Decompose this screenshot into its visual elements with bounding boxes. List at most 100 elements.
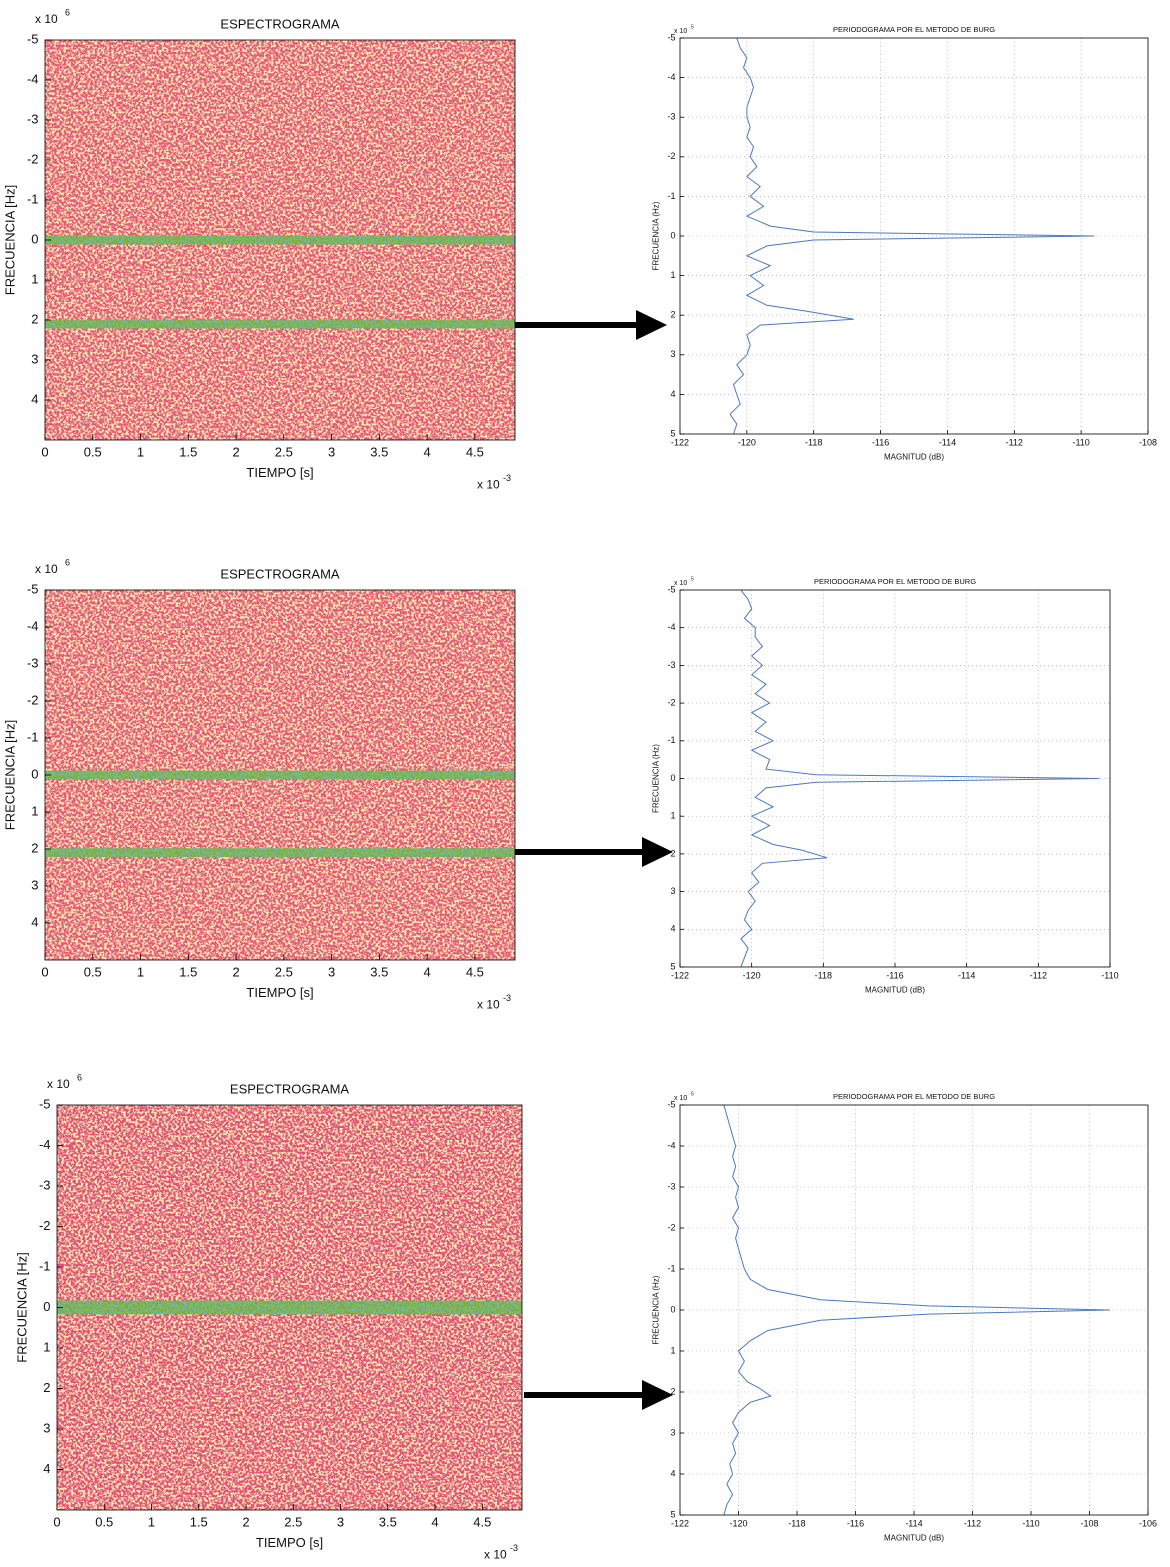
x-tick-label: 3.5: [370, 444, 388, 459]
x-tick-label: -122: [671, 970, 689, 980]
x-axis-label: MAGNITUD (dB): [884, 1534, 944, 1543]
y-tick-label: -1: [39, 1258, 51, 1273]
x-tick-label: -114: [958, 970, 975, 980]
x-tick-label: -110: [1101, 970, 1118, 980]
y-tick-label: -5: [39, 1096, 51, 1111]
chart-title: PERIODOGRAMA POR EL METODO DE BURG: [814, 577, 976, 586]
arrow: [524, 1380, 673, 1410]
x-tick-label: -110: [1022, 1518, 1039, 1528]
y-tick-label: 3: [31, 351, 38, 366]
x-tick-label: 0.5: [84, 964, 102, 979]
frequency-band-texture: [45, 770, 515, 780]
data-line: [740, 589, 1100, 968]
y-tick-label: -1: [27, 191, 39, 206]
y-tick-label: 1: [43, 1339, 50, 1354]
y-multiplier: x 10: [35, 12, 58, 26]
x-axis-label: MAGNITUD (dB): [884, 453, 944, 462]
y-tick-label: -5: [667, 32, 675, 42]
y-tick-label: 2: [670, 848, 675, 858]
y-tick-label: -3: [27, 655, 39, 670]
y-tick-label: 5: [670, 428, 675, 438]
x-tick-label: 4.5: [466, 964, 484, 979]
x-tick-label: -122: [671, 1518, 689, 1528]
arrow: [510, 837, 673, 867]
y-tick-label: -5: [667, 1099, 675, 1109]
x-tick-label: -116: [872, 437, 889, 447]
y-multiplier: x 10: [674, 580, 687, 587]
y-tick-label: -4: [667, 622, 675, 632]
frequency-band-texture: [57, 1300, 522, 1315]
y-tick-label: 0: [31, 231, 38, 246]
x-tick-label: 2: [242, 1514, 249, 1529]
y-tick-label: -1: [667, 1263, 675, 1273]
x-tick-label: -108: [1080, 1518, 1098, 1528]
y-tick-label: -1: [667, 191, 675, 201]
y-tick-label: 4: [670, 389, 675, 399]
x-multiplier: x 10: [484, 1548, 507, 1562]
y-tick-label: -4: [27, 71, 39, 86]
y-tick-label: 4: [670, 1468, 675, 1478]
y-tick-label: -4: [39, 1137, 51, 1152]
plot-frame: [44, 39, 516, 441]
y-tick-label: 1: [670, 1345, 675, 1355]
y-tick-label: 2: [31, 311, 38, 326]
frequency-band-texture: [45, 235, 515, 245]
y-multiplier: x 10: [674, 28, 687, 35]
x-tick-label: 1.5: [190, 1514, 208, 1529]
y-tick-label: -2: [39, 1218, 51, 1233]
x-tick-label: 1: [137, 964, 144, 979]
y-axis-label: FRECUENCIA (Hz): [652, 1275, 661, 1344]
y-tick-label: 1: [31, 271, 38, 286]
y-multiplier: x 10: [47, 1077, 70, 1091]
y-tick-label: -2: [667, 1222, 675, 1232]
y-tick-label: -3: [667, 1181, 675, 1191]
x-tick-label: 0.5: [95, 1514, 113, 1529]
x-tick-label: -120: [738, 437, 756, 447]
y-tick-label: -4: [667, 1140, 675, 1150]
x-tick-label: -118: [815, 970, 832, 980]
x-tick-label: 4.5: [473, 1514, 491, 1529]
y-tick-label: 5: [670, 1509, 675, 1519]
y-tick-label: 2: [670, 310, 675, 320]
x-tick-label: 4.5: [466, 444, 484, 459]
x-tick-label: 0: [53, 1514, 60, 1529]
x-tick-label: 3: [337, 1514, 344, 1529]
chart-title: PERIODOGRAMA POR EL METODO DE BURG: [833, 1092, 995, 1101]
y-tick-label: -2: [27, 151, 39, 166]
y-axis-label: FRECUENCIA [Hz]: [3, 185, 18, 296]
chart-title: ESPECTROGRAMA: [220, 566, 340, 581]
frequency-band-texture: [45, 848, 515, 858]
y-tick-label: 1: [670, 811, 675, 821]
y-tick-label: 4: [31, 914, 38, 929]
x-tick-label: 1.5: [179, 444, 197, 459]
x-tick-label: 1.5: [179, 964, 197, 979]
y-tick-label: 0: [31, 766, 38, 781]
x-tick-label: 1: [137, 444, 144, 459]
y-tick-label: -3: [667, 112, 675, 122]
x-tick-label: -114: [905, 1518, 922, 1528]
x-tick-label: -116: [847, 1518, 864, 1528]
x-tick-label: 2.5: [275, 444, 293, 459]
y-axis-label: FRECUENCIA [Hz]: [3, 720, 18, 831]
y-exponent: 5: [691, 1091, 694, 1097]
y-tick-label: 1: [31, 803, 38, 818]
x-tick-label: 0: [41, 444, 48, 459]
x-tick-label: -112: [964, 1518, 981, 1528]
x-tick-label: 3.5: [370, 964, 388, 979]
y-tick-label: -5: [27, 31, 39, 46]
y-tick-label: -2: [667, 151, 675, 161]
data-line: [723, 1104, 1111, 1516]
x-axis-label: TIEMPO [s]: [246, 465, 313, 480]
x-tick-label: -108: [1139, 437, 1157, 447]
x-tick-label: -106: [1139, 1518, 1157, 1528]
x-tick-label: -112: [1030, 970, 1047, 980]
x-exponent: -3: [503, 993, 511, 1003]
chart-title: ESPECTROGRAMA: [220, 16, 340, 31]
y-exponent: 6: [77, 1072, 82, 1082]
x-axis-label: MAGNITUD (dB): [865, 986, 925, 995]
x-tick-label: 2: [232, 964, 239, 979]
x-tick-label: -110: [1072, 437, 1089, 447]
x-tick-label: -114: [939, 437, 956, 447]
x-tick-label: 4: [423, 964, 430, 979]
